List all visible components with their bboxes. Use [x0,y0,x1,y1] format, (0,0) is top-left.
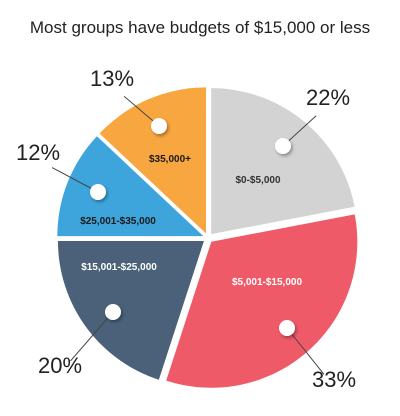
slice-label-1: $0-$5,000 [235,175,280,186]
slice-marker-3 [105,304,121,320]
pie-slice-1 [211,88,355,235]
leader-line-3 [70,311,114,362]
pie-slice-3 [57,240,204,380]
slice-label-2: $5,001-$15,000 [232,277,303,288]
pie-slice-2 [166,214,358,388]
leader-line-2 [286,327,325,375]
slice-marker-5 [151,118,167,134]
slice-percent-5: 13% [90,66,134,91]
pie-slice-4 [57,136,204,237]
slice-marker-1 [275,138,291,154]
slice-marker-2 [279,320,295,336]
slice-label-4: $25,001-$35,000 [80,216,156,227]
slice-percent-2: 33% [312,367,356,392]
slice-percent-4: 12% [16,140,60,165]
pie-slice-5 [99,87,207,234]
slice-label-5: $35,000+ [149,154,191,165]
slice-label-3: $15,001-$25,000 [81,262,157,273]
slice-percent-1: 22% [306,85,350,110]
slice-percent-3: 20% [38,353,82,378]
chart-title: Most groups have budgets of $15,000 or l… [30,18,370,37]
slice-marker-4 [90,184,106,200]
leader-line-4 [51,167,99,193]
pie-slices: $0-$5,000 22% $5,001-$15,000 33% $15,001-$25… [16,66,358,392]
